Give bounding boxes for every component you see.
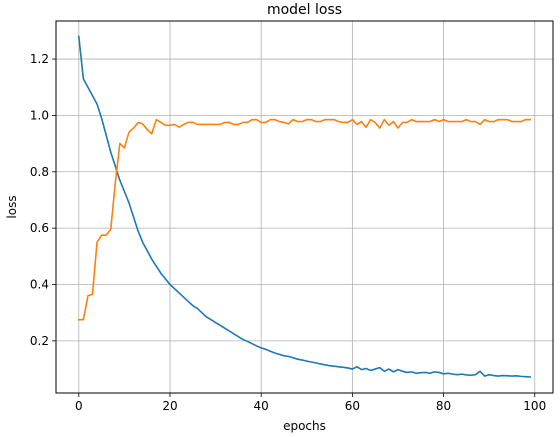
y-tick-label: 0.6: [30, 221, 49, 235]
plot-frame: [55, 20, 554, 394]
y-tick-label: 0.4: [30, 278, 49, 292]
series-line-2: [78, 118, 532, 321]
x-tick-label: 100: [523, 399, 546, 413]
y-tick-label: 0.2: [30, 334, 49, 348]
chart-title: model loss: [267, 2, 342, 18]
x-tick-label: 20: [162, 399, 177, 413]
x-tick-label: 60: [345, 399, 360, 413]
axis-ticks: 0 20 40 60 80 100 0.2 0.4 0.6 0.8 1.0 1.2: [30, 52, 546, 413]
y-tick-label: 0.8: [30, 165, 49, 179]
y-tick-label: 1.2: [30, 52, 49, 66]
x-axis-label: epochs: [283, 419, 326, 433]
x-tick-label: 0: [75, 399, 83, 413]
series-line-1: [77, 35, 532, 378]
series-lines: [77, 35, 532, 378]
grid-lines: [56, 21, 553, 393]
y-tick-label: 1.0: [30, 108, 49, 122]
x-tick-label: 80: [436, 399, 451, 413]
y-axis-label: loss: [5, 195, 19, 218]
x-tick-label: 40: [254, 399, 269, 413]
